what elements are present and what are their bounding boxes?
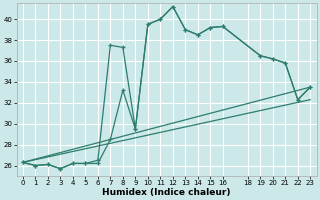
X-axis label: Humidex (Indice chaleur): Humidex (Indice chaleur) — [102, 188, 231, 197]
